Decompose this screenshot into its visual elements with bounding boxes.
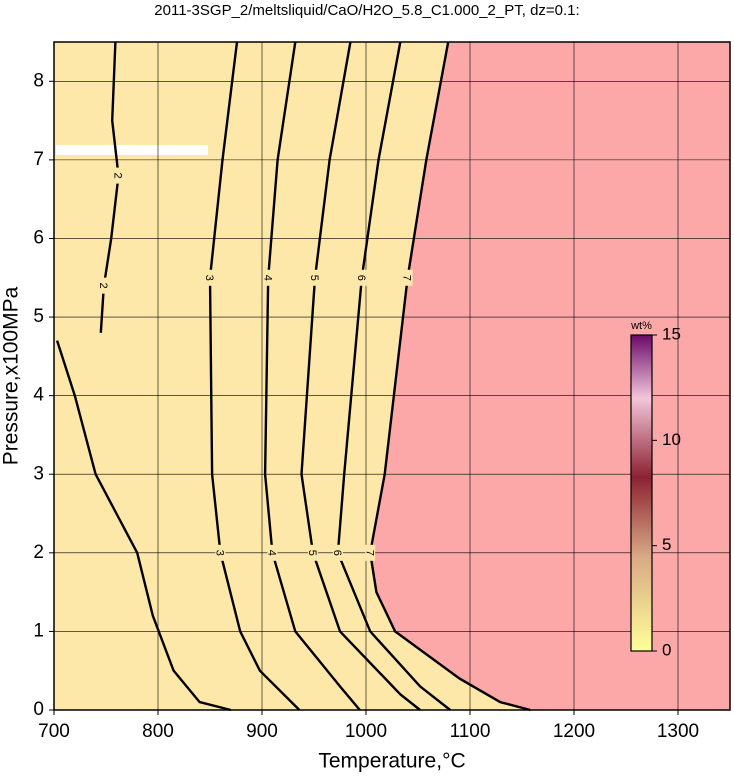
colorbar-tick-label: 10 bbox=[662, 430, 681, 449]
colorbar-label: wt% bbox=[630, 320, 652, 332]
plot-frame bbox=[53, 41, 731, 711]
contour-label: 7 bbox=[363, 550, 375, 556]
data-gap bbox=[56, 145, 208, 155]
contour-label: 4 bbox=[265, 550, 277, 556]
chart-title: 2011-3SGP_2/meltsliquid/CaO/H2O_5.8_C1.0… bbox=[154, 2, 579, 19]
contour-line bbox=[336, 41, 451, 711]
contour-label: 5 bbox=[306, 550, 318, 556]
y-axis-title: Pressure,x100MPa bbox=[0, 286, 23, 465]
contour-label-bg bbox=[205, 269, 215, 286]
contour-label-bg bbox=[215, 544, 226, 561]
contour-label-bg bbox=[356, 269, 367, 286]
contour-line bbox=[300, 41, 421, 711]
y-tick-label: 1 bbox=[33, 620, 44, 641]
contour-label: 3 bbox=[203, 275, 215, 281]
contour-label-bg bbox=[307, 544, 318, 561]
contour-label: 3 bbox=[213, 550, 225, 556]
y-tick-label: 4 bbox=[33, 385, 44, 406]
contour-label: 2 bbox=[112, 173, 124, 179]
y-tick-label: 2 bbox=[33, 542, 44, 563]
y-tick-label: 3 bbox=[33, 463, 44, 484]
contour-label-bg bbox=[113, 167, 124, 184]
contour-label: 6 bbox=[355, 275, 367, 281]
x-tick-label: 900 bbox=[246, 721, 278, 742]
colorbar-tick-label: 15 bbox=[662, 324, 681, 343]
colorbar bbox=[630, 334, 653, 652]
contour-label: 2 bbox=[97, 283, 109, 289]
x-tick-label: 700 bbox=[38, 721, 70, 742]
x-axis-title: Temperature,°C bbox=[318, 750, 465, 773]
x-tick-label: 800 bbox=[142, 721, 174, 742]
y-tick-label: 6 bbox=[33, 227, 44, 248]
contour-line bbox=[368, 41, 531, 712]
contour-line bbox=[208, 41, 301, 711]
plot-area: 2 2 3 3 4 4 5 5 6 6 7 7 700 800 900 1000 1100 1200 1300 0 1 2… bbox=[33, 41, 731, 742]
contour-label-bg bbox=[402, 269, 413, 286]
contour-label-bg bbox=[267, 544, 278, 561]
y-tick-label: 7 bbox=[33, 149, 44, 170]
contour-label: 5 bbox=[308, 275, 320, 281]
contour-label: 6 bbox=[331, 550, 343, 556]
contour-label: 4 bbox=[261, 275, 273, 281]
contour-label-bg bbox=[310, 269, 321, 286]
x-tick-label: 1100 bbox=[450, 721, 491, 742]
contour-label-bg bbox=[263, 269, 274, 286]
x-tick-label: 1200 bbox=[553, 721, 595, 742]
x-tick-label: 1000 bbox=[345, 721, 387, 742]
y-tick-label: 0 bbox=[33, 699, 44, 720]
contour-line bbox=[263, 41, 361, 711]
colorbar-tick-label: 0 bbox=[662, 640, 671, 659]
y-tick-label: 5 bbox=[33, 306, 44, 327]
y-tick-label: 8 bbox=[33, 70, 44, 91]
contour-label-bg bbox=[332, 544, 343, 561]
contour-label: 7 bbox=[401, 275, 413, 281]
melt-field bbox=[54, 42, 531, 710]
contour-label-bg bbox=[365, 544, 376, 561]
colorbar-tick-label: 5 bbox=[662, 535, 671, 554]
x-tick-label: 1300 bbox=[657, 721, 699, 742]
contour-label-bg bbox=[98, 277, 109, 294]
